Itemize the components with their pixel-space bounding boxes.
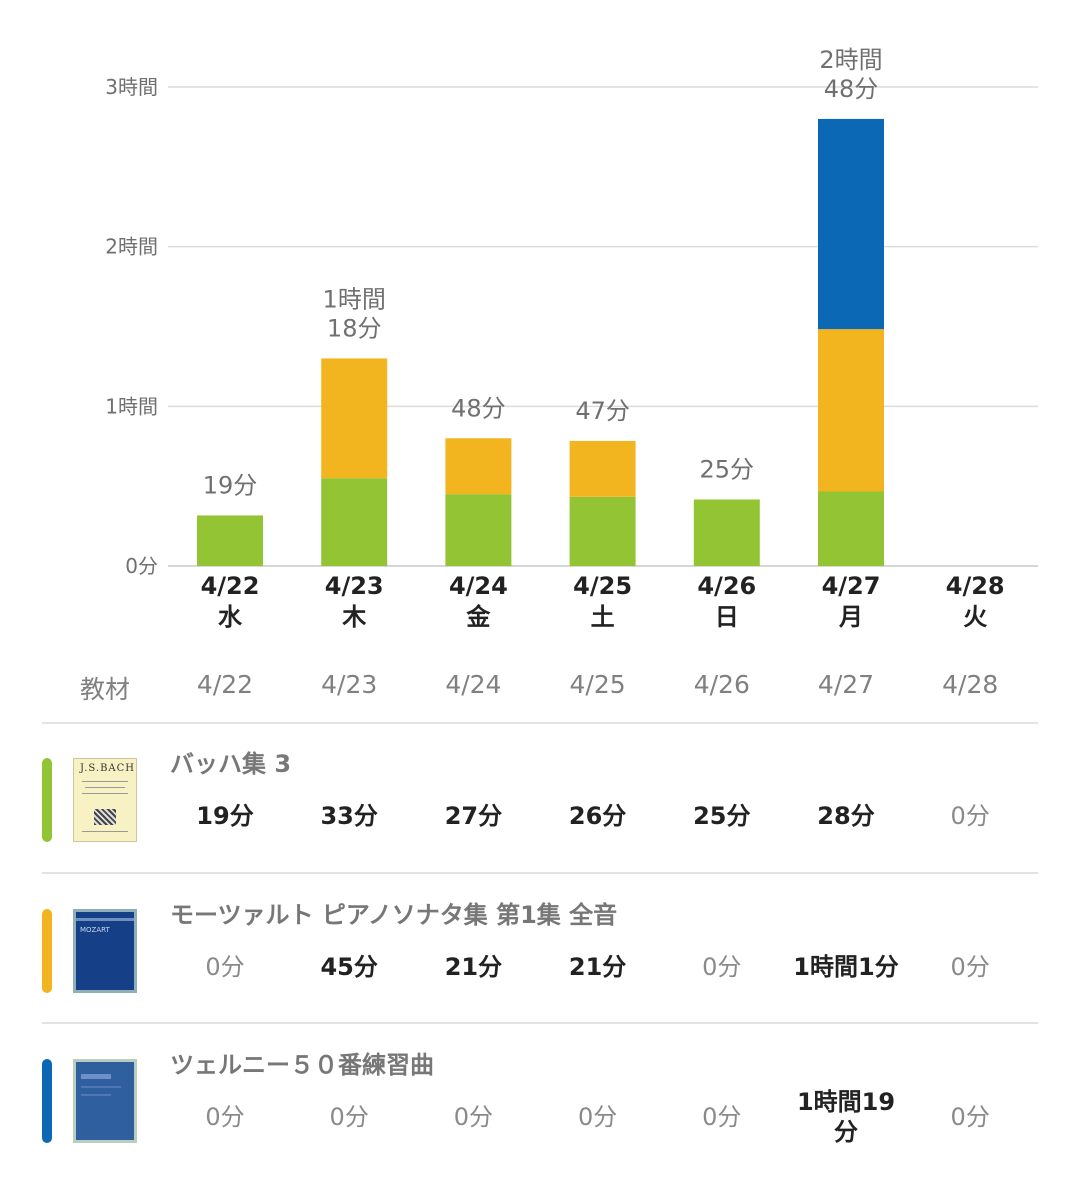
practice-time-chart: 0分1時間2時間3時間19分4/22水1時間18分4/23木48分4/24金47… <box>105 46 1038 631</box>
x-date-label: 4/25 <box>573 572 632 600</box>
cover-line <box>82 793 128 794</box>
column-header-date: 4/25 <box>569 670 626 699</box>
x-date-label: 4/23 <box>325 572 384 600</box>
practice-time-cell: 1時間1分 <box>793 953 899 981</box>
cover-line <box>82 781 128 782</box>
x-weekday-label: 土 <box>591 603 615 631</box>
column-header-date: 4/27 <box>817 670 875 699</box>
bar-segment <box>321 358 388 479</box>
cover-line <box>81 1094 111 1096</box>
x-weekday-label: 金 <box>465 603 491 631</box>
cover-line <box>85 787 125 788</box>
material-title: ツェルニー５０番練習曲 <box>170 1051 434 1079</box>
czerny-book-cover <box>73 1059 137 1143</box>
practice-time-cell: 25分 <box>693 802 751 830</box>
column-header-date: 4/22 <box>196 670 254 699</box>
bach-book-cover: J.S.BACH <box>73 758 137 842</box>
cover-title: J.S.BACH <box>80 763 136 774</box>
practice-time-cell: 0分 <box>950 953 990 981</box>
y-tick-label: 2時間 <box>105 235 158 259</box>
row-divider <box>42 1022 1038 1024</box>
x-date-label: 4/24 <box>449 572 508 600</box>
bar-segment <box>818 118 884 330</box>
material-row[interactable]: MOZART モーツァルト ピアノソナタ集 第1集 全音 0分 45分 21分 21分 0分… <box>0 875 1080 1023</box>
practice-time-cell: 26分 <box>568 802 627 830</box>
material-row[interactable]: ツェルニー５０番練習曲 0分 0分 0分 0分 0分 1時間19分 0分 <box>0 1025 1080 1173</box>
column-header-date: 4/28 <box>942 670 999 699</box>
bar-segment <box>569 440 636 497</box>
practice-time-cell: 19分 <box>196 802 254 830</box>
cover-title: MOZART <box>80 926 110 934</box>
practice-time-cell: 28分 <box>817 802 875 830</box>
x-date-label: 4/22 <box>201 572 260 600</box>
practice-time-cell: 0分 <box>950 802 990 830</box>
material-title: バッハ集 3 <box>170 750 292 778</box>
row-divider <box>42 722 1038 724</box>
bar-total-label: 25分 <box>700 455 755 483</box>
row-divider <box>42 872 1038 874</box>
material-row[interactable]: J.S.BACH バッハ集 3 19分 33分 27分 26分 25分 28分 0分 <box>0 724 1080 872</box>
bar-total-label: 1時間 <box>323 285 386 313</box>
x-weekday-label: 木 <box>341 603 367 631</box>
y-tick-label: 3時間 <box>105 75 158 99</box>
table-header: 教材 4/22 4/23 4/24 4/25 4/26 4/27 4/28 <box>0 660 1080 722</box>
practice-time-cell: 0分 <box>577 1103 618 1131</box>
column-header-date: 4/26 <box>693 670 750 699</box>
bar-total-label: 19分 <box>203 471 258 499</box>
x-date-label: 4/26 <box>697 572 756 600</box>
cover-illustration <box>94 809 116 825</box>
bar-total-label: 47分 <box>575 397 630 425</box>
bar-segment <box>445 494 512 566</box>
practice-time-cell: 27分 <box>444 802 503 830</box>
bar-segment <box>569 496 636 566</box>
bar-total-label: 48分 <box>824 75 879 103</box>
practice-time-cell: 21分 <box>444 953 503 981</box>
series-color-indicator <box>42 909 52 993</box>
x-date-label: 4/28 <box>946 572 1005 600</box>
practice-time-cell: 0分 <box>702 1103 742 1131</box>
x-weekday-label: 月 <box>838 603 863 631</box>
series-color-indicator <box>42 758 52 842</box>
practice-time-cell: 0分 <box>453 1103 494 1131</box>
practice-time-cell: 21分 <box>568 953 627 981</box>
practice-time-cell: 0分 <box>205 1103 245 1131</box>
x-weekday-label: 水 <box>218 603 243 631</box>
x-date-label: 4/27 <box>822 572 881 600</box>
y-tick-label: 0分 <box>125 554 158 578</box>
bar-segment <box>321 478 388 566</box>
x-weekday-label: 火 <box>963 603 987 631</box>
bar-segment <box>693 499 760 566</box>
mozart-book-cover: MOZART <box>73 909 137 993</box>
series-color-indicator <box>42 1059 52 1143</box>
y-tick-label: 1時間 <box>105 394 158 418</box>
column-header-date: 4/23 <box>321 670 378 699</box>
bar-total-label: 18分 <box>327 314 382 342</box>
x-weekday-label: 日 <box>715 603 739 631</box>
practice-time-cell: 0分 <box>950 1103 990 1131</box>
cover-band <box>76 918 134 921</box>
bar-segment <box>197 515 263 566</box>
column-header-date: 4/24 <box>445 670 502 699</box>
bar-total-label: 2時間 <box>819 46 882 74</box>
practice-time-cell: 0分 <box>329 1103 369 1131</box>
practice-time-cell: 45分 <box>320 953 378 981</box>
practice-time-cell: 0分 <box>205 953 245 981</box>
cover-title <box>81 1074 111 1079</box>
bar-total-label: 48分 <box>451 394 506 422</box>
practice-time-cell: 33分 <box>320 802 378 830</box>
practice-time-cell: 1時間19分 <box>796 1088 896 1146</box>
bar-segment <box>818 491 884 566</box>
bar-segment <box>818 329 884 492</box>
material-title: モーツァルト ピアノソナタ集 第1集 全音 <box>170 901 618 929</box>
bar-segment <box>445 438 512 495</box>
practice-time-cell: 0分 <box>702 953 742 981</box>
column-header-material: 教材 <box>80 675 131 704</box>
cover-line <box>82 831 128 832</box>
cover-line <box>81 1086 121 1088</box>
